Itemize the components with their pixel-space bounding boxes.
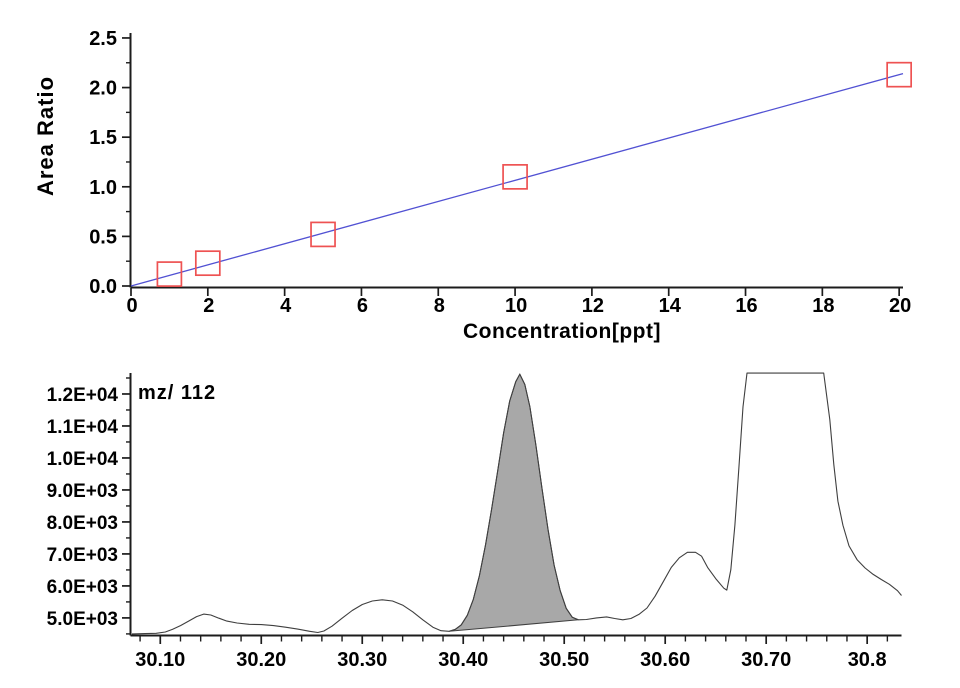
calibration-point-marker: [194, 250, 221, 277]
calibration-x-axis-title: Concentration[ppt]: [463, 320, 661, 343]
y-tick-label: 7.0E+03: [47, 545, 118, 566]
calibration-plot: 0.0 0.5 1.0 1.5 2.0 2.5 0 2 4 6 8 10 12 14 16 18 20: [89, 28, 913, 317]
y-tick-label: 0.0: [89, 276, 117, 298]
x-tick-label: 0: [126, 295, 137, 317]
y-tick-label: 9.0E+03: [47, 481, 118, 502]
y-tick-label: 1.2E+04: [47, 385, 119, 406]
mass-channel-label: mz/ 112: [138, 382, 217, 404]
x-tick-label: 30.30: [337, 649, 387, 671]
x-tick-label: 18: [812, 295, 834, 317]
calibration-axes: [129, 33, 903, 289]
y-tick-label: 8.0E+03: [47, 513, 118, 534]
x-tick-label: 30.10: [135, 649, 185, 671]
x-tick-label: 14: [659, 295, 682, 317]
x-tick-label: 30.50: [539, 649, 589, 671]
x-tick-label: 8: [434, 295, 445, 317]
chromatogram-plot: 5.0E+03 6.0E+03 7.0E+03 8.0E+03 9.0E+03 1.0E+…: [47, 372, 902, 671]
y-tick-label: 1.1E+04: [47, 417, 119, 438]
x-tick-label: 6: [357, 295, 368, 317]
y-tick-label: 1.0: [89, 177, 117, 199]
y-tick-label: 0.5: [89, 226, 117, 248]
y-tick-label: 6.0E+03: [47, 577, 118, 598]
x-tick-label: 4: [280, 295, 292, 317]
calibration-point-marker: [310, 221, 336, 248]
x-tick-label: 16: [735, 295, 757, 317]
x-tick-label: 10: [505, 295, 527, 317]
x-tick-label: 30.20: [236, 649, 286, 671]
x-tick-label: 2: [203, 295, 214, 317]
chromatogram-axes: [129, 373, 902, 637]
x-tick-label: 30.60: [640, 649, 690, 671]
calibration-point-marker: [886, 61, 913, 88]
x-tick-label: 30.40: [438, 649, 488, 671]
calibration-point-marker: [502, 164, 528, 190]
x-tick-label: 30.8: [848, 649, 887, 671]
y-tick-label: 2.5: [89, 28, 117, 50]
x-tick-label: 12: [582, 295, 604, 317]
chromatogram-trace: [131, 372, 902, 635]
y-tick-label: 1.0E+04: [47, 449, 119, 470]
y-tick-label: 5.0E+03: [47, 609, 118, 630]
x-tick-label: 20: [889, 295, 911, 317]
x-tick-label: 30.70: [741, 649, 791, 671]
y-tick-label: 2.0: [89, 78, 117, 100]
calibration-y-axis-title: Area Ratio: [33, 75, 58, 197]
integrated-peak-area: [448, 373, 579, 632]
calibration-point-marker: [156, 261, 183, 287]
y-tick-label: 1.5: [89, 127, 117, 149]
calibration-fit-line: [130, 72, 904, 287]
